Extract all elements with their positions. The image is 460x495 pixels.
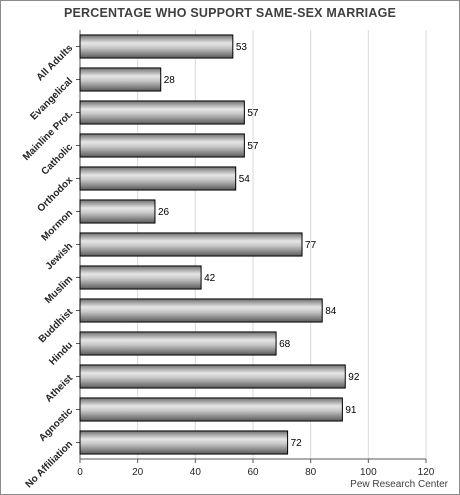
x-tick-label: 20: [132, 467, 144, 478]
bar: [79, 430, 289, 455]
data-label: 57: [247, 108, 259, 119]
data-label: 28: [164, 75, 176, 86]
x-tick-label: 0: [77, 467, 83, 478]
x-tick-label: 60: [247, 467, 259, 478]
data-label: 72: [291, 438, 303, 449]
data-label: 54: [239, 174, 251, 185]
category-label: Hindu: [47, 340, 75, 368]
bar: [79, 100, 245, 125]
data-label: 77: [305, 240, 317, 251]
bar: [79, 34, 234, 59]
source-note: Pew Research Center: [350, 479, 448, 490]
bar: [79, 199, 156, 224]
bar: [79, 331, 277, 356]
data-label: 68: [279, 339, 291, 350]
x-tick-label: 120: [418, 467, 435, 478]
bar: [79, 166, 237, 191]
bar: [79, 133, 245, 158]
x-tick-label: 100: [360, 467, 377, 478]
category-label: Jewish: [44, 241, 75, 272]
bar: [79, 397, 343, 422]
chart-title: PERCENTAGE WHO SUPPORT SAME-SEX MARRIAGE: [63, 6, 397, 20]
data-label: 57: [247, 141, 259, 152]
bar: [79, 67, 162, 92]
category-label: Catholic: [39, 142, 75, 178]
category-label: All Adults: [35, 43, 76, 84]
data-label: 53: [236, 42, 248, 53]
x-tick-label: 80: [305, 467, 317, 478]
bars: [79, 34, 346, 455]
data-label: 42: [204, 273, 216, 284]
x-tick-label: 40: [190, 467, 202, 478]
data-label: 26: [158, 207, 170, 218]
category-label: Agnostic: [37, 406, 75, 444]
data-label: 92: [348, 372, 360, 383]
category-label: No Affiliation: [24, 439, 76, 491]
bar: [79, 232, 303, 257]
category-label: Buddhist: [37, 306, 76, 345]
category-label: Muslim: [43, 274, 75, 306]
data-label: 84: [325, 306, 337, 317]
category-label: Atheist: [43, 372, 75, 404]
bar: [79, 265, 202, 290]
bar: [79, 364, 346, 389]
data-label: 91: [345, 405, 357, 416]
bar: [79, 298, 323, 323]
category-label: Mormon: [39, 208, 75, 244]
category-label: Orthodox: [36, 175, 76, 215]
